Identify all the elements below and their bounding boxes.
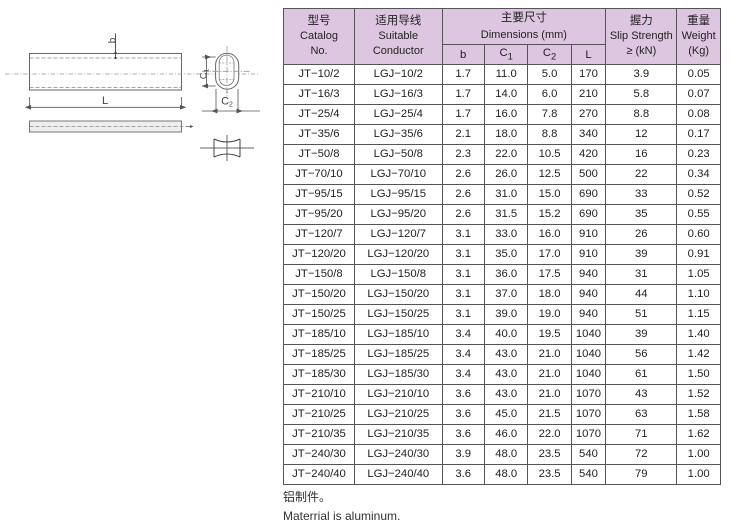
svg-text:C1: C1 (199, 68, 211, 79)
svg-text:L: L (102, 95, 108, 107)
svg-text:b: b (108, 37, 119, 43)
svg-text:C2: C2 (221, 96, 233, 109)
